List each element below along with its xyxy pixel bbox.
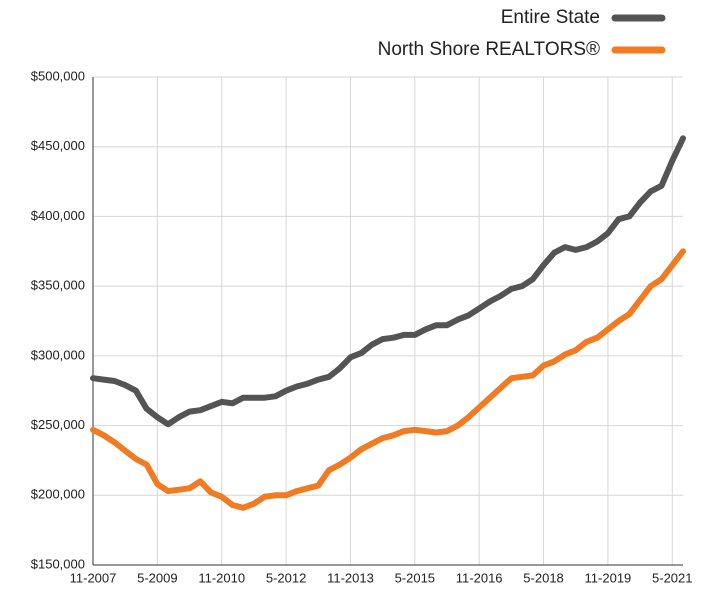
x-tick-label: 5-2009	[137, 570, 177, 585]
x-tick-label: 5-2018	[523, 570, 563, 585]
legend-label: Entire State	[501, 7, 600, 28]
x-tick-label: 5-2021	[652, 570, 692, 585]
y-tick-label: $450,000	[31, 138, 85, 153]
x-tick-label: 11-2016	[456, 570, 503, 585]
y-tick-label: $400,000	[31, 208, 85, 223]
x-tick-label: 11-2010	[198, 570, 245, 585]
y-tick-label: $500,000	[31, 68, 85, 83]
y-tick-label: $300,000	[31, 347, 85, 362]
y-tick-label: $250,000	[31, 417, 85, 432]
x-tick-label: 11-2013	[327, 570, 374, 585]
legend-label: North Shore REALTORS®	[378, 39, 600, 60]
x-tick-label: 5-2012	[266, 570, 306, 585]
x-tick-label: 11-2019	[585, 570, 632, 585]
y-tick-label: $350,000	[31, 278, 85, 293]
x-tick-label: 5-2015	[395, 570, 435, 585]
series-line	[90, 248, 686, 511]
y-tick-label: $150,000	[31, 556, 85, 571]
y-tick-label: $200,000	[31, 487, 85, 502]
series-line	[90, 135, 686, 428]
x-tick-label: 11-2007	[70, 570, 117, 585]
